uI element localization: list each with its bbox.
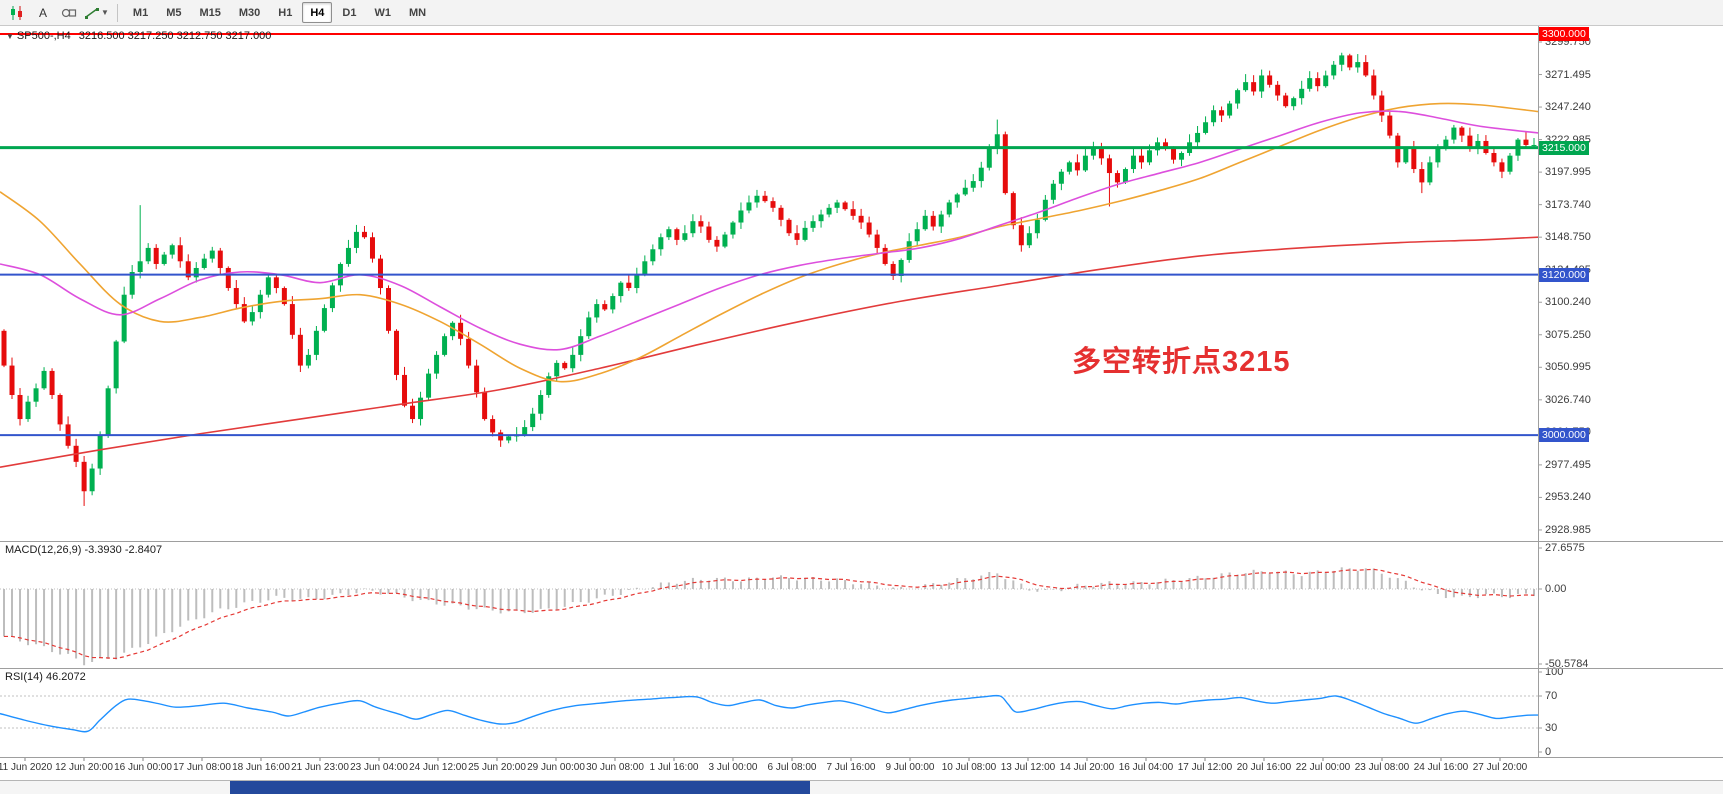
timeframe-button-m5[interactable]: M5 <box>166 6 182 19</box>
chart-type-button[interactable] <box>5 2 29 24</box>
price-axis-label: 2977.495 <box>1545 458 1591 471</box>
time-axis-label: 29 Jun 00:00 <box>527 762 585 773</box>
price-axis-label: 2953.240 <box>1545 491 1591 504</box>
time-axis-label: 13 Jul 12:00 <box>1000 762 1056 773</box>
time-axis-separator <box>0 757 1723 758</box>
price-axis-label: 3050.995 <box>1545 361 1591 374</box>
text-tool-button[interactable]: A <box>31 2 55 24</box>
time-axis-label: 14 Jul 20:00 <box>1059 762 1115 773</box>
macd-indicator-label: MACD(12,26,9) -3.3930 -2.8407 <box>5 544 163 556</box>
timeframe-button-h4[interactable]: H4 <box>302 2 333 23</box>
rsi-axis-label: 100 <box>1545 666 1564 678</box>
time-axis-label: 6 Jul 08:00 <box>767 762 817 773</box>
rsi-axis-label: 70 <box>1545 690 1558 702</box>
timeframe-button-w1[interactable]: W1 <box>374 6 391 19</box>
timeframe-button-mn[interactable]: MN <box>408 6 427 19</box>
time-axis-label: 3 Jul 00:00 <box>708 762 758 773</box>
rsi-axis-label: 0 <box>1545 746 1552 758</box>
time-axis-label: 17 Jun 08:00 <box>173 762 231 773</box>
price-axis-label: 3026.740 <box>1545 393 1591 406</box>
price-axis-label: 2928.985 <box>1545 523 1591 536</box>
chart-annotation-text: 多空转折点3215 <box>1072 346 1291 378</box>
trendline-icon <box>85 7 99 19</box>
toolbar-separator <box>116 3 118 22</box>
rsi-axis-label: 30 <box>1545 722 1558 734</box>
price-axis-label: 3148.750 <box>1545 231 1591 244</box>
time-axis-label: 1 Jul 16:00 <box>649 762 699 773</box>
price-axis-label: 3271.495 <box>1545 68 1591 81</box>
price-axis-label: 3075.250 <box>1545 328 1591 341</box>
time-axis-label: 9 Jul 00:00 <box>885 762 935 773</box>
expander-arrow-icon[interactable]: ▼ <box>6 32 14 41</box>
timeframe-group: M1 M5 M15 M30 H1 H4 D1 W1 MN <box>124 2 435 23</box>
text-tool-label: A <box>38 5 47 20</box>
price-line-badge: 3120.000 <box>1539 267 1589 282</box>
price-line-badge: 3300.000 <box>1539 27 1589 41</box>
time-axis-label: 10 Jul 08:00 <box>941 762 997 773</box>
price-line-badge: 3000.000 <box>1539 428 1589 443</box>
time-axis-label: 18 Jun 16:00 <box>232 762 290 773</box>
time-axis-label: 7 Jul 16:00 <box>826 762 876 773</box>
chevron-down-icon: ▼ <box>101 8 109 17</box>
time-axis-label: 25 Jun 20:00 <box>468 762 526 773</box>
shapes-icon <box>61 8 77 17</box>
symbol-label: SP500-,H4 <box>16 30 71 42</box>
price-axis-label: 3173.740 <box>1545 198 1591 211</box>
time-axis-label: 27 Jul 20:00 <box>1472 762 1528 773</box>
timeframe-button-h1[interactable]: H1 <box>278 6 293 19</box>
macd-pane-separator[interactable] <box>0 541 1723 542</box>
timeframe-button-m30[interactable]: M30 <box>238 6 261 19</box>
ohlc-values: 3216.500 3217.250 3212.750 3217.000 <box>78 30 272 42</box>
timeframe-button-m1[interactable]: M1 <box>132 6 149 19</box>
price-line-badge: 3215.000 <box>1539 140 1589 155</box>
price-axis-label: 3100.240 <box>1545 296 1591 309</box>
price-axis-separator <box>1538 26 1539 757</box>
price-axis-label: 3197.995 <box>1545 166 1591 179</box>
candlestick-chart-icon <box>11 5 22 20</box>
rsi-indicator-label: RSI(14) 46.2072 <box>5 671 86 683</box>
timeframe-button-d1[interactable]: D1 <box>342 6 357 19</box>
toolbar: A ▼ M1 M5 M15 M30 H1 H4 D1 W1 MN <box>0 0 1723 26</box>
time-axis-label: 21 Jun 23:00 <box>291 762 349 773</box>
time-axis-label: 22 Jul 00:00 <box>1295 762 1351 773</box>
macd-axis-label: 27.6575 <box>1545 542 1585 554</box>
timeframe-button-m15[interactable]: M15 <box>199 6 221 19</box>
time-axis-label: 24 Jun 12:00 <box>409 762 467 773</box>
taskbar-active-window[interactable] <box>230 781 810 794</box>
time-axis-label: 23 Jul 08:00 <box>1354 762 1410 773</box>
macd-axis-label: 0.00 <box>1545 583 1567 595</box>
time-axis-label: 16 Jul 04:00 <box>1118 762 1174 773</box>
time-axis-label: 17 Jul 12:00 <box>1177 762 1233 773</box>
shapes-tool-button[interactable] <box>57 2 81 24</box>
draw-tools-button[interactable]: ▼ <box>83 2 110 24</box>
rsi-pane-separator[interactable] <box>0 668 1723 669</box>
time-axis-label: 11 Jun 2020 <box>0 762 53 773</box>
price-axis-label: 3247.240 <box>1545 101 1591 114</box>
time-axis-label: 24 Jul 16:00 <box>1413 762 1469 773</box>
time-axis-label: 30 Jun 08:00 <box>586 762 644 773</box>
taskbar <box>0 780 1723 794</box>
time-axis-label: 12 Jun 20:00 <box>55 762 113 773</box>
time-axis-label: 23 Jun 04:00 <box>350 762 408 773</box>
time-axis-label: 16 Jun 00:00 <box>114 762 172 773</box>
time-axis-label: 20 Jul 16:00 <box>1236 762 1292 773</box>
macd-axis-label: -50.5784 <box>1545 658 1589 670</box>
chart-symbol-header: ▼ SP500-,H4 3216.500 3217.250 3212.750 321… <box>6 30 271 42</box>
